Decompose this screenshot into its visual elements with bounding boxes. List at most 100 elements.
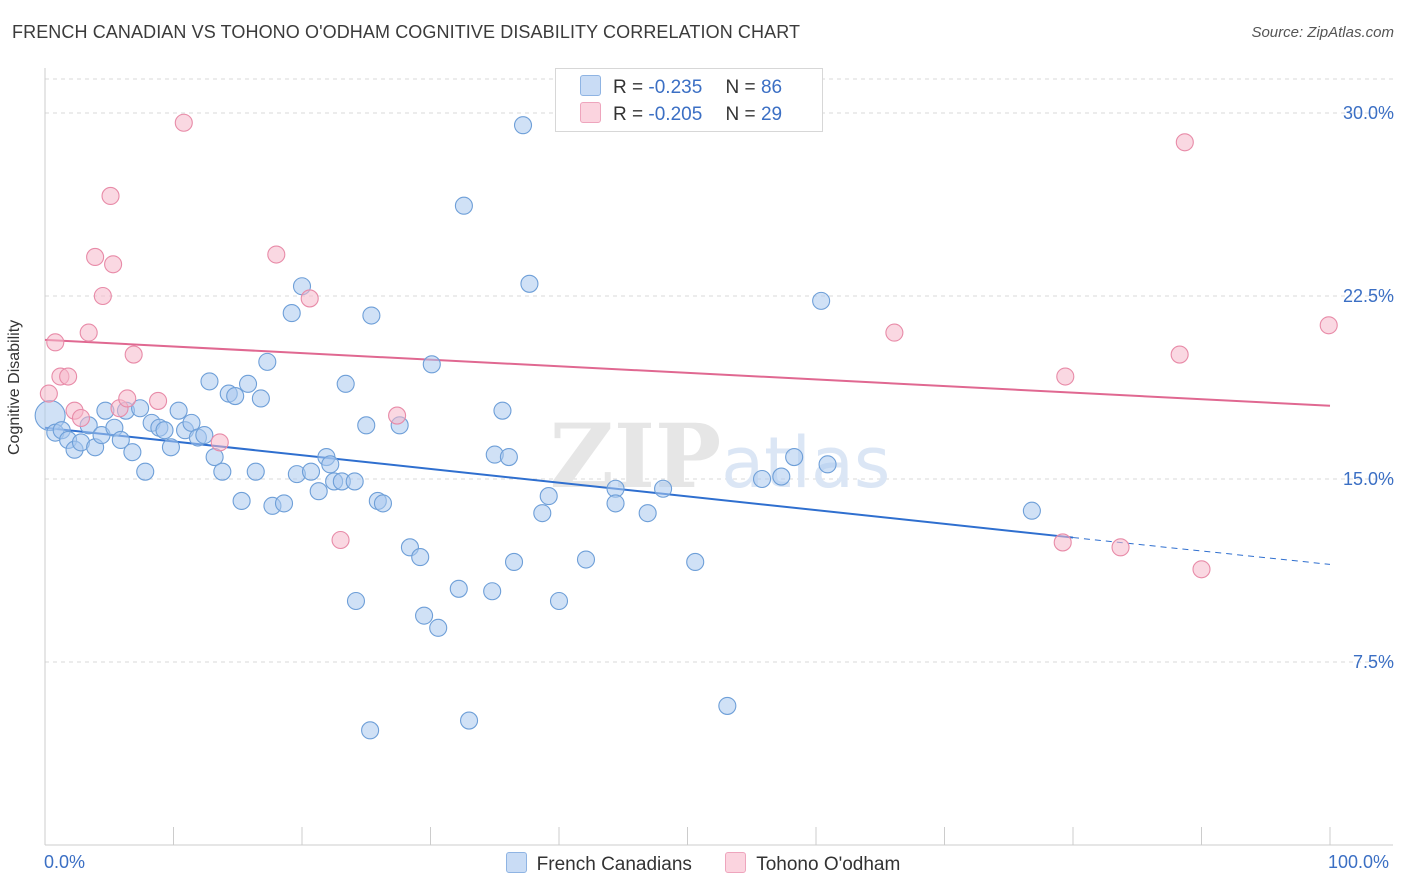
- grid-lines: [45, 78, 1393, 663]
- point-french-canadians: [411, 548, 430, 567]
- point-french-canadians: [520, 274, 539, 293]
- point-tohono-oodham: [1170, 345, 1189, 364]
- point-tohono-oodham: [86, 247, 105, 267]
- point-french-canadians: [346, 591, 366, 611]
- point-french-canadians: [1022, 501, 1041, 520]
- point-french-canadians: [513, 116, 533, 135]
- y-tick-label: 7.5%: [1352, 652, 1394, 672]
- x-tick-label-min: 0.0%: [44, 852, 86, 872]
- point-french-canadians: [454, 196, 473, 215]
- point-french-canadians: [238, 374, 258, 393]
- point-french-canadians: [539, 487, 558, 506]
- point-tohono-oodham: [1053, 533, 1072, 552]
- point-tohono-oodham: [1111, 538, 1130, 557]
- r-value-blue: -0.235: [648, 77, 703, 98]
- point-tohono-oodham: [300, 289, 319, 308]
- point-tohono-oodham: [885, 323, 904, 342]
- point-tohono-oodham: [1175, 133, 1194, 152]
- point-french-canadians: [195, 426, 214, 445]
- point-tohono-oodham: [71, 408, 91, 428]
- point-tohono-oodham: [39, 384, 58, 403]
- y-tick-label: 22.5%: [1342, 286, 1394, 306]
- point-french-canadians: [459, 711, 479, 730]
- x-tick-label-max: 100.0%: [1328, 852, 1390, 872]
- point-tohono-oodham: [59, 367, 78, 386]
- legend-item-french-canadians: French Canadians: [505, 852, 692, 876]
- point-tohono-oodham: [1319, 316, 1338, 335]
- point-french-canadians: [345, 472, 364, 491]
- point-tohono-oodham: [46, 333, 65, 352]
- point-french-canadians: [131, 399, 150, 418]
- point-french-canadians: [533, 504, 552, 523]
- point-tohono-oodham: [104, 255, 123, 274]
- legend-item-tohono-oodham: Tohono O'odham: [725, 852, 900, 876]
- point-french-canadians: [429, 618, 448, 637]
- point-french-canadians: [123, 443, 142, 462]
- y-tick-label: 15.0%: [1342, 469, 1394, 489]
- series-legend: French Canadians Tohono O'odham: [0, 852, 1406, 876]
- chart-title: FRENCH CANADIAN VS TOHONO O'ODHAM COGNIT…: [12, 22, 801, 42]
- point-french-canadians: [111, 430, 130, 450]
- point-tohono-oodham: [93, 286, 112, 306]
- point-french-canadians: [309, 482, 328, 501]
- point-french-canadians: [654, 479, 673, 498]
- point-french-canadians: [606, 494, 625, 513]
- watermark: ZIPatlas: [550, 404, 891, 508]
- point-french-canadians: [686, 552, 705, 572]
- point-french-canadians: [336, 374, 355, 393]
- point-french-canadians: [493, 401, 512, 420]
- point-french-canadians: [301, 462, 321, 481]
- source-credit: Source: ZipAtlas.com: [1251, 24, 1394, 41]
- legend-swatch-pink: [580, 102, 601, 123]
- point-tohono-oodham: [267, 245, 286, 264]
- point-french-canadians: [232, 491, 251, 511]
- legend-label-french-canadians: French Canadians: [536, 854, 692, 875]
- n-value-pink: 29: [760, 104, 783, 125]
- point-french-canadians: [136, 462, 155, 481]
- legend-swatch-pink: [725, 852, 747, 873]
- n-label: N =: [725, 104, 756, 125]
- point-tohono-oodham: [101, 186, 120, 206]
- point-tohono-oodham: [331, 530, 350, 550]
- r-value-pink: -0.205: [648, 104, 703, 125]
- point-french-canadians: [226, 386, 245, 406]
- point-french-canadians: [362, 306, 381, 325]
- point-french-canadians: [638, 504, 657, 523]
- point-french-canadians: [274, 494, 294, 513]
- stats-legend-row-blue: R = -0.235 N = 86: [580, 75, 782, 99]
- r-label: R =: [613, 77, 644, 98]
- point-french-canadians: [483, 582, 502, 601]
- point-tohono-oodham: [149, 391, 168, 410]
- point-french-canadians: [161, 438, 180, 457]
- point-french-canadians: [373, 494, 393, 513]
- point-french-canadians: [251, 389, 270, 408]
- point-french-canadians: [422, 355, 441, 374]
- y-axis-label: Cognitive Disability: [6, 319, 23, 455]
- point-french-canadians: [772, 467, 791, 486]
- point-tohono-oodham: [210, 433, 229, 452]
- watermark-zip: ZIP: [550, 404, 722, 508]
- point-french-canadians: [213, 462, 232, 481]
- point-french-canadians: [282, 304, 301, 323]
- trend-line-tohono-oodham: [44, 338, 1331, 407]
- point-french-canadians: [812, 291, 831, 310]
- y-tick-label: 30.0%: [1342, 103, 1394, 123]
- point-french-canadians: [818, 455, 837, 474]
- point-french-canadians: [449, 579, 468, 598]
- point-french-canadians: [357, 416, 376, 435]
- point-tohono-oodham: [79, 323, 98, 342]
- r-label: R =: [613, 104, 644, 125]
- point-french-canadians: [718, 696, 737, 715]
- legend-swatch-blue: [580, 75, 601, 96]
- point-tohono-oodham: [1056, 367, 1075, 386]
- point-french-canadians: [246, 462, 265, 481]
- point-french-canadians: [169, 401, 188, 420]
- point-french-canadians: [504, 552, 524, 572]
- point-french-canadians: [415, 606, 434, 625]
- point-french-canadians: [361, 721, 380, 740]
- point-french-canadians: [785, 447, 804, 467]
- data-points: [34, 113, 1338, 740]
- point-french-canadians: [321, 455, 340, 474]
- point-french-canadians: [258, 352, 277, 371]
